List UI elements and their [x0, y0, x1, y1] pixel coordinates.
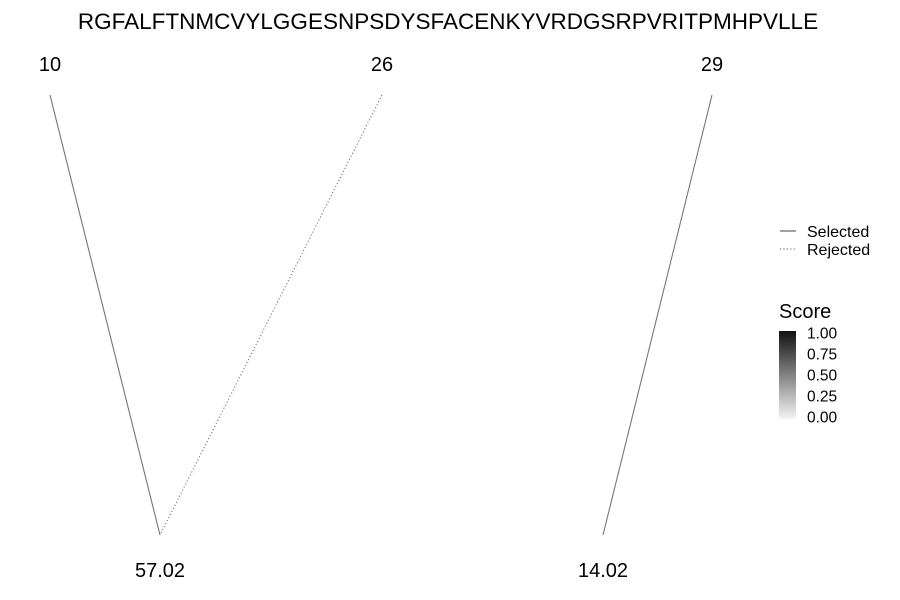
legend-label-rejected: Rejected [807, 242, 870, 259]
link-line-selected [49, 94, 161, 536]
score-colorbar [779, 331, 796, 419]
mass-labels: 57.02 14.02 [135, 560, 628, 582]
mass-label: 14.02 [578, 560, 628, 582]
sequence-label: RGFALFTNMCVYLGGESNPSDYSFACENKYVRDGSRPVRI… [78, 9, 818, 34]
position-label: 26 [371, 54, 393, 76]
position-labels: 10 26 29 [39, 54, 723, 76]
score-tick-label: 0.75 [807, 347, 837, 364]
score-tick-label: 0.25 [807, 389, 837, 406]
score-tick-label: 0.50 [807, 368, 838, 385]
position-label: 29 [701, 54, 723, 76]
score-tick-label: 1.00 [807, 326, 838, 343]
links-layer [49, 94, 713, 536]
score-tick-label: 0.00 [807, 410, 838, 427]
mass-label: 57.02 [135, 560, 185, 582]
legend-label-selected: Selected [807, 224, 869, 241]
score-legend-title: Score [779, 301, 831, 323]
position-label: 10 [39, 54, 61, 76]
link-line-selected [602, 94, 713, 536]
link-line-rejected [159, 94, 383, 536]
score-legend: Score 1.00 0.75 0.50 0.25 0.00 [779, 301, 838, 427]
score-ticks: 1.00 0.75 0.50 0.25 0.00 [807, 326, 838, 427]
